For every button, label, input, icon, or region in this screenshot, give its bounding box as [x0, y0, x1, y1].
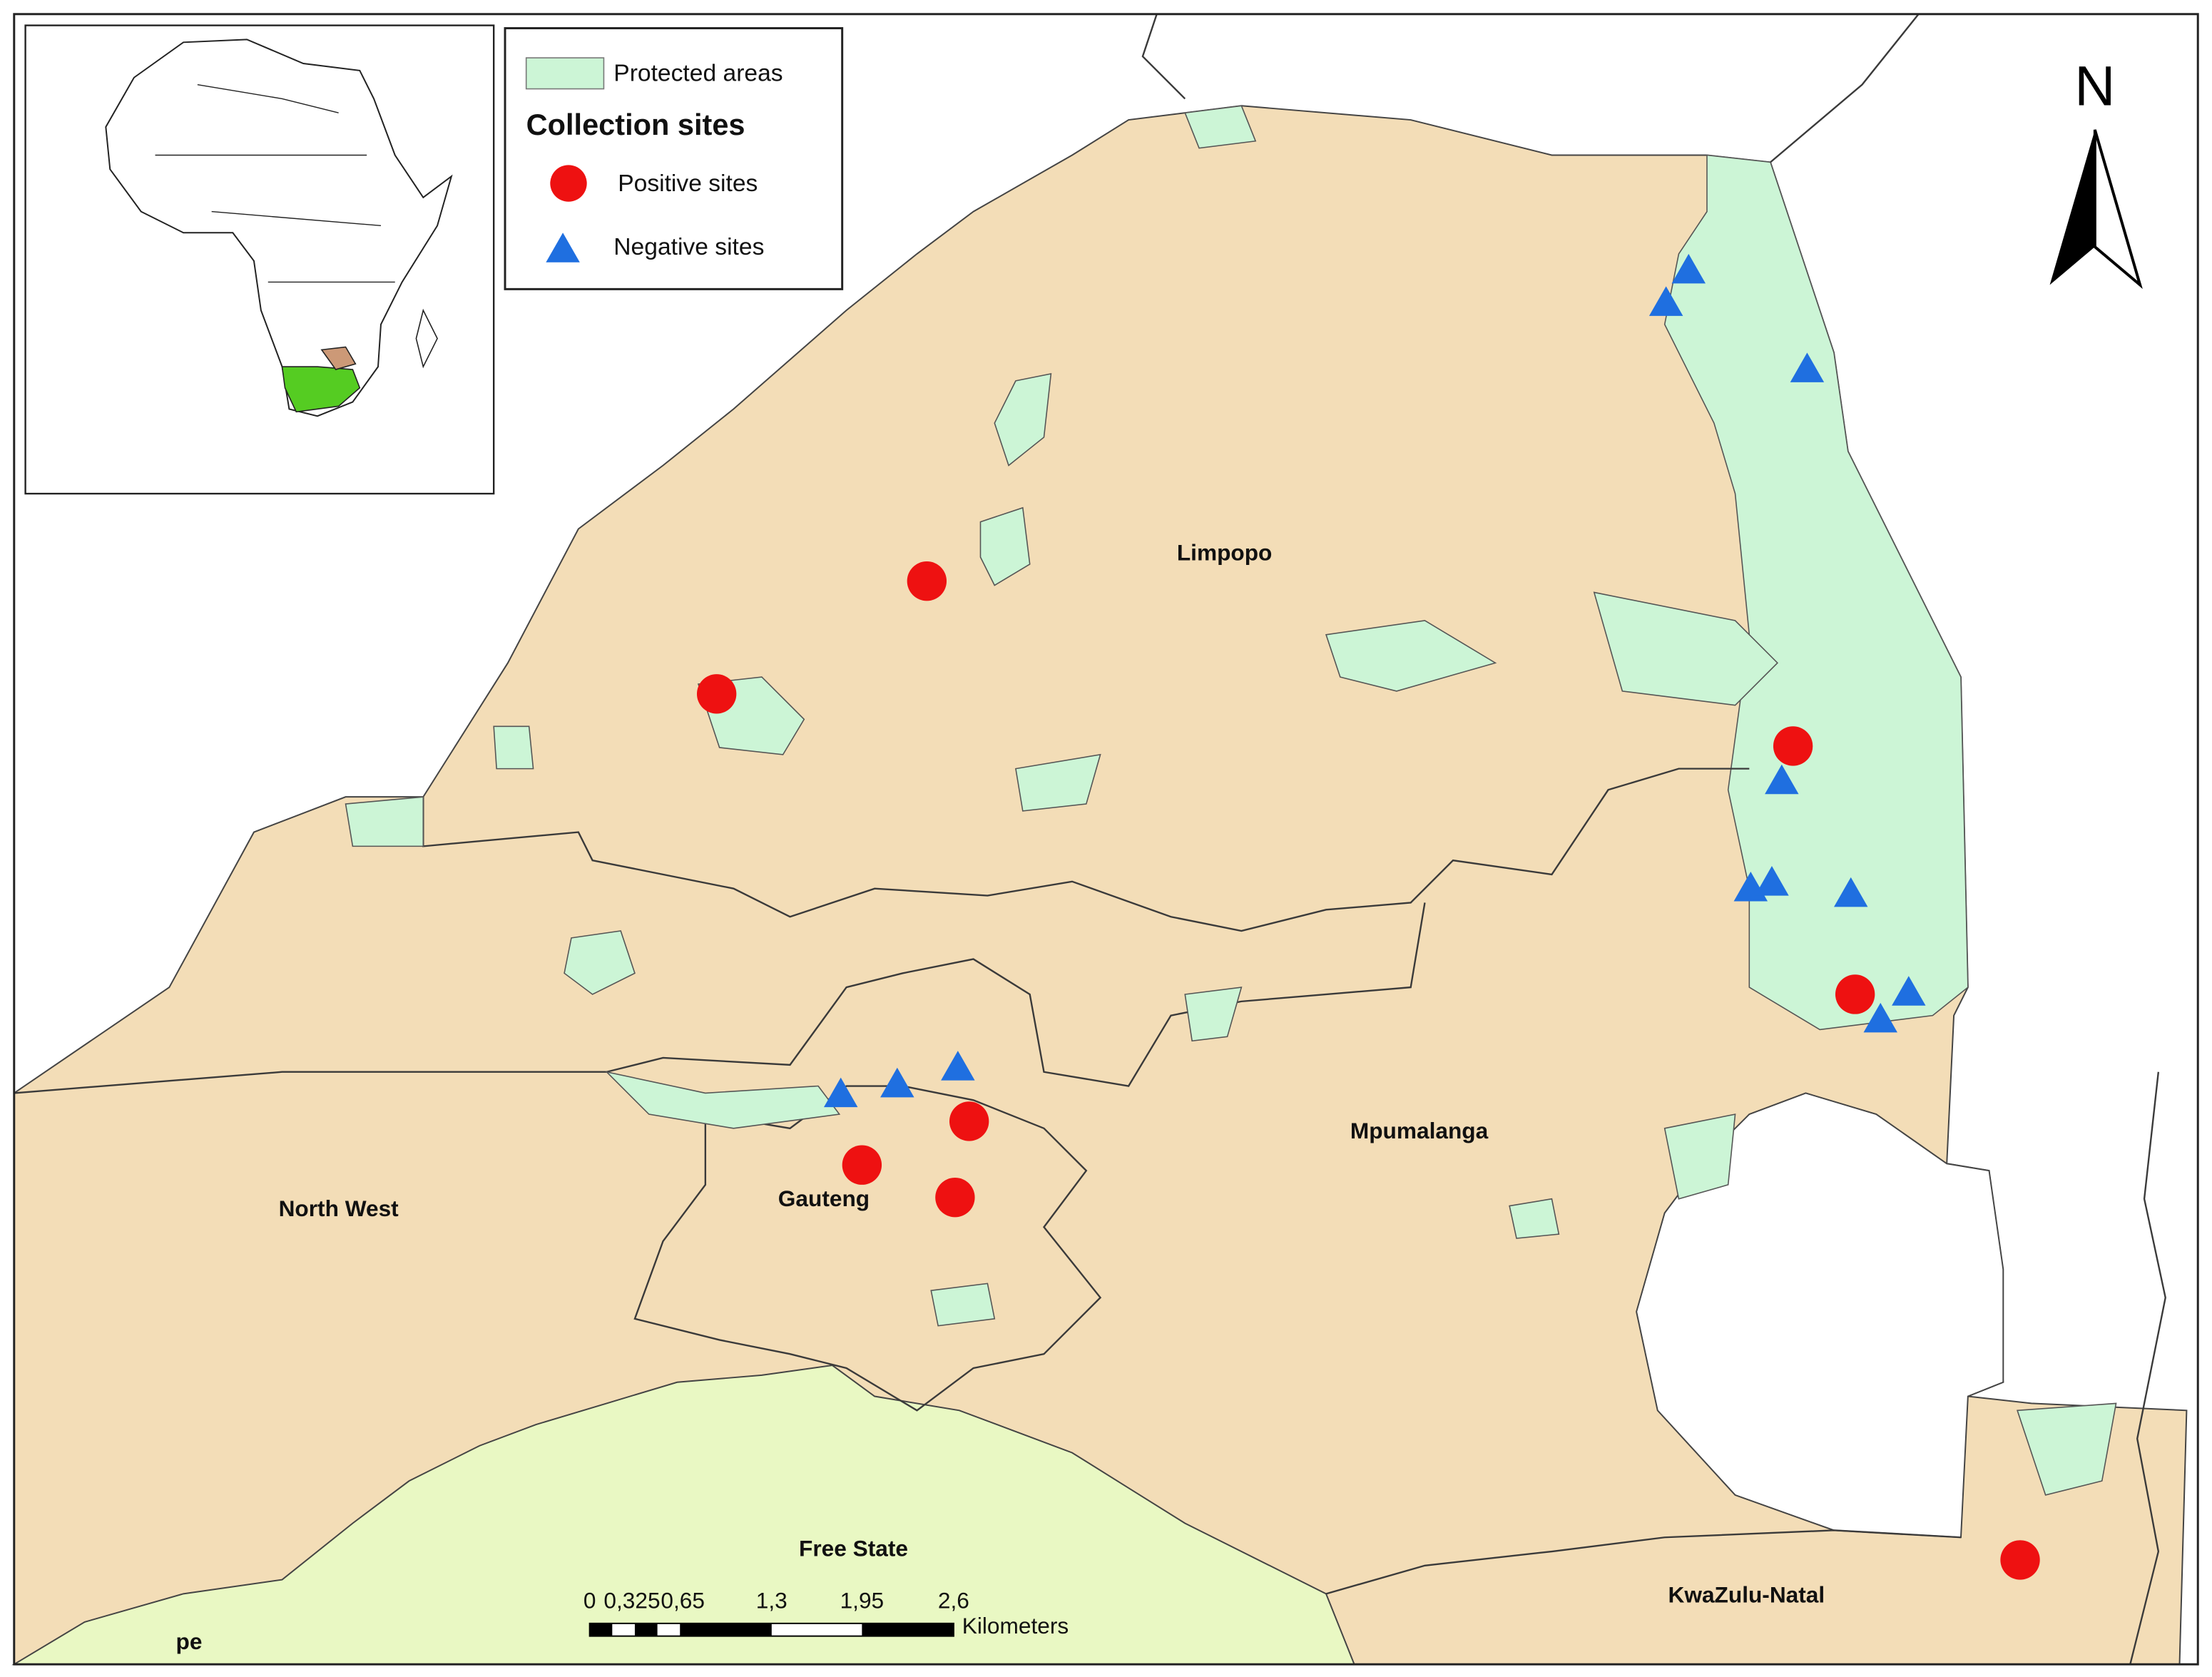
negative-site	[1892, 976, 1926, 1006]
region-label: KwaZulu-Natal	[1668, 1582, 1825, 1608]
country-border	[1770, 14, 1920, 163]
protected-area	[930, 1283, 996, 1327]
legend-title: Collection sites	[526, 108, 745, 141]
protected-area	[1509, 1198, 1560, 1239]
scale-segment	[589, 1623, 613, 1636]
country-border	[1141, 14, 1186, 100]
study-area	[320, 346, 357, 370]
protected-area	[1184, 105, 1257, 149]
region-label: Limpopo	[1177, 539, 1273, 565]
protected-area	[564, 930, 636, 995]
protected-area	[1663, 1113, 1736, 1200]
region-label: Free State	[799, 1535, 908, 1561]
protected-areas	[345, 105, 2117, 1496]
scale-unit: Kilometers	[962, 1613, 1069, 1638]
scale-segment	[862, 1623, 954, 1636]
negative-site	[1833, 877, 1868, 907]
madagascar	[415, 308, 438, 369]
negative-site	[823, 1077, 858, 1108]
coastline	[2129, 1071, 2166, 1665]
protected-area	[1015, 753, 1101, 812]
protected-area	[493, 725, 534, 770]
scale-segment	[680, 1623, 772, 1636]
legend-swatch	[525, 57, 605, 90]
legend-label: Positive sites	[618, 170, 758, 197]
negative-site	[1863, 1002, 1897, 1033]
map-frame	[13, 13, 2199, 1666]
protected-area	[604, 1071, 841, 1129]
region-label: Mpumalanga	[1350, 1118, 1489, 1143]
negative-site	[1790, 352, 1825, 382]
scale-segment	[634, 1623, 658, 1636]
eswatini	[1636, 1092, 2004, 1539]
scale-label: 0,325	[603, 1588, 660, 1614]
province-border	[1325, 1529, 1962, 1595]
legend-label: Protected areas	[613, 61, 783, 87]
scale-bar	[588, 1622, 954, 1637]
negative-site	[880, 1067, 914, 1098]
positive-site	[696, 674, 737, 714]
region-label: Gauteng	[778, 1186, 870, 1211]
positive-site	[1773, 726, 1813, 766]
north-arrow	[2049, 129, 2095, 285]
protected-area	[345, 796, 424, 847]
positive-sites	[696, 561, 2040, 1580]
positive-site	[1835, 974, 1875, 1014]
negative-sites	[823, 253, 1926, 1108]
legend-label: Negative sites	[613, 234, 764, 260]
legend-marker	[546, 233, 580, 262]
protected-area	[2017, 1402, 2117, 1496]
positive-site	[935, 1178, 975, 1218]
negative-site	[941, 1051, 975, 1081]
north-label: N	[2074, 53, 2115, 117]
africa	[105, 39, 453, 417]
province-border	[422, 768, 1750, 932]
protected-area	[1593, 591, 1778, 706]
positive-site	[2000, 1540, 2040, 1580]
scale-label: 0,65	[661, 1588, 705, 1614]
positive-site	[907, 561, 947, 601]
region-label: North West	[279, 1196, 399, 1221]
negative-site	[1648, 286, 1683, 316]
negative-site	[1765, 764, 1799, 795]
legend-marker	[550, 165, 587, 202]
protected-area	[979, 506, 1031, 586]
protected-area	[1184, 987, 1243, 1042]
south-africa	[281, 366, 361, 413]
scale-label: 0	[583, 1588, 596, 1614]
scale-label: 1,95	[840, 1588, 885, 1614]
scale-label: 2,6	[938, 1588, 969, 1614]
scale-label: 1,3	[756, 1588, 788, 1614]
free-state	[11, 1364, 1356, 1666]
protected-area	[1325, 620, 1497, 692]
protected-area	[994, 372, 1052, 467]
country-borders	[155, 83, 395, 283]
positive-site	[842, 1145, 882, 1185]
positive-site	[949, 1101, 989, 1141]
negative-site	[1755, 866, 1789, 896]
negative-site	[1671, 253, 1706, 284]
region-label: pe	[176, 1628, 203, 1654]
